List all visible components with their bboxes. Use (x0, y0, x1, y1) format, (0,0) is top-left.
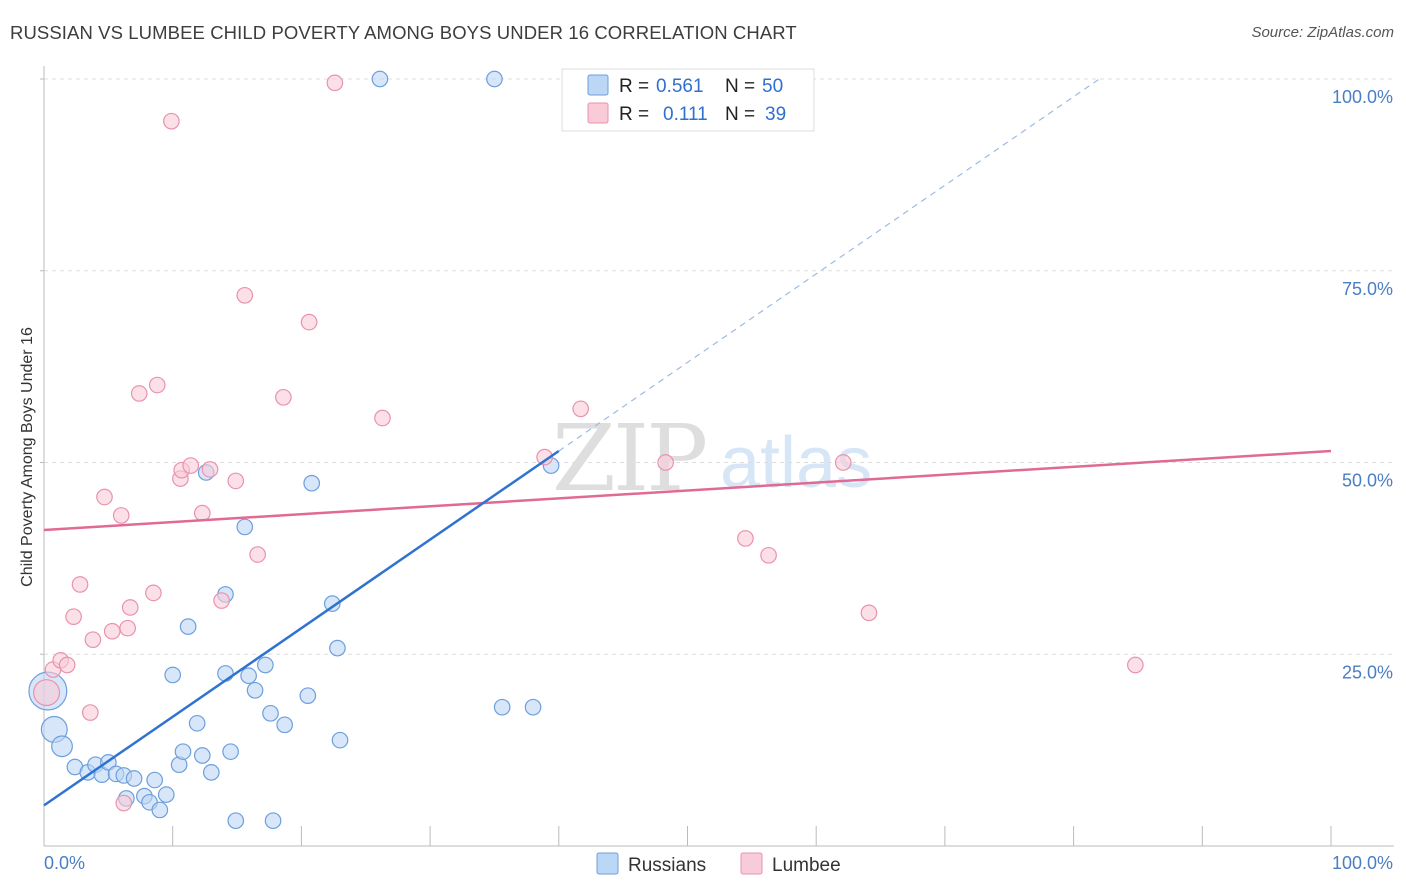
legend-label-lumbee: Lumbee (772, 855, 841, 876)
point-russians (179, 618, 197, 635)
point-russians (217, 665, 234, 682)
point-lumbee (1127, 656, 1144, 674)
grid (44, 78, 1394, 655)
series-legend: Russians Lumbee (596, 852, 841, 876)
stats-swatch-lumbee (587, 102, 609, 124)
point-lumbee (536, 448, 553, 466)
stats-swatch-russians (587, 74, 609, 96)
legend-label-russians: Russians (628, 855, 706, 876)
point-lumbee (96, 488, 113, 506)
point-lumbee (81, 704, 99, 721)
point-russians (246, 681, 264, 699)
point-russians (299, 687, 317, 705)
point-russians (227, 812, 245, 830)
stats-legend: R = 0.561 N = 50 R = 0.111 N = 39 (561, 68, 815, 132)
y-tick-label-25: 25.0% (1342, 662, 1393, 682)
point-lumbee (201, 461, 219, 478)
point-russians (493, 698, 511, 716)
point-lumbee (84, 631, 102, 649)
point-lumbee (657, 454, 674, 471)
y-tick-label-100: 100.0% (1332, 87, 1393, 107)
point-lumbee (227, 472, 245, 490)
point-russians (222, 743, 239, 760)
point-lumbee (145, 584, 162, 602)
point-russians (331, 731, 349, 749)
point-lumbee (58, 656, 76, 674)
trendline-lumbee (43, 449, 1332, 532)
point-lumbee (737, 530, 754, 547)
stats-russians-n-value: 50 (762, 76, 783, 97)
point-russians (193, 747, 211, 764)
point-russians (524, 698, 542, 716)
point-lumbee (33, 679, 61, 707)
x-tick-label-100: 100.0% (1332, 853, 1393, 873)
trendline-russians (43, 449, 560, 807)
point-russians (157, 786, 175, 803)
point-russians (323, 595, 341, 612)
point-lumbee (121, 599, 139, 616)
trend-lines (43, 78, 1332, 807)
point-lumbee (130, 385, 148, 402)
stats-lumbee-n-value: 39 (765, 104, 786, 125)
trendline-russians-extension (558, 78, 1100, 452)
point-lumbee (148, 376, 166, 394)
point-lumbee (326, 74, 344, 92)
point-lumbee (193, 504, 211, 522)
stats-russians-r-value: 0.561 (656, 76, 704, 97)
point-lumbee (834, 454, 852, 471)
point-russians (202, 764, 220, 781)
point-lumbee (249, 546, 266, 563)
point-russians (240, 667, 257, 685)
point-lumbee (182, 457, 200, 474)
legend-swatch-lumbee (740, 852, 763, 875)
point-russians (264, 812, 282, 830)
chart-title: RUSSIAN VS LUMBEE CHILD POVERTY AMONG BO… (10, 22, 797, 43)
point-lumbee (213, 592, 230, 609)
stats-lumbee-r-label: R = (619, 104, 649, 125)
point-russians (371, 70, 389, 88)
point-russians (174, 743, 192, 760)
point-russians (236, 518, 254, 536)
point-lumbee (860, 604, 878, 622)
point-russians (303, 474, 321, 492)
point-russians (276, 716, 294, 734)
watermark-zip: ZIP (552, 405, 705, 512)
axes: 25.0% 50.0% 75.0% 100.0% 0.0% 100.0% (40, 66, 1394, 873)
point-russians (146, 771, 164, 789)
data-points (28, 70, 1144, 830)
legend-swatch-russians (596, 852, 619, 875)
point-russians (164, 666, 182, 684)
point-lumbee (374, 409, 391, 427)
point-lumbee (65, 608, 82, 626)
point-russians (51, 735, 73, 758)
point-russians (262, 704, 279, 722)
y-tick-label-50: 50.0% (1342, 471, 1393, 491)
point-lumbee (115, 794, 133, 812)
point-russians (188, 714, 206, 732)
point-russians (257, 656, 274, 674)
source-credit: Source: ZipAtlas.com (1251, 24, 1394, 41)
point-russians (151, 801, 169, 819)
point-lumbee (119, 619, 136, 637)
point-lumbee (572, 400, 590, 418)
point-lumbee (300, 313, 318, 331)
stats-lumbee-n-label: N = (725, 104, 755, 125)
point-lumbee (275, 388, 292, 406)
stats-russians-n-label: N = (725, 76, 755, 97)
y-tick-label-75: 75.0% (1342, 279, 1393, 299)
stats-lumbee-r-value: 0.111 (663, 104, 708, 125)
stats-russians-r-label: R = (619, 76, 649, 97)
point-lumbee (71, 576, 89, 593)
point-lumbee (112, 507, 130, 524)
point-lumbee (103, 622, 121, 640)
point-lumbee (760, 546, 777, 564)
point-russians (329, 639, 346, 657)
x-tick-label-0: 0.0% (44, 853, 85, 873)
point-lumbee (163, 112, 180, 130)
point-russians (125, 770, 143, 787)
point-lumbee (236, 286, 254, 304)
point-russians (486, 70, 503, 88)
